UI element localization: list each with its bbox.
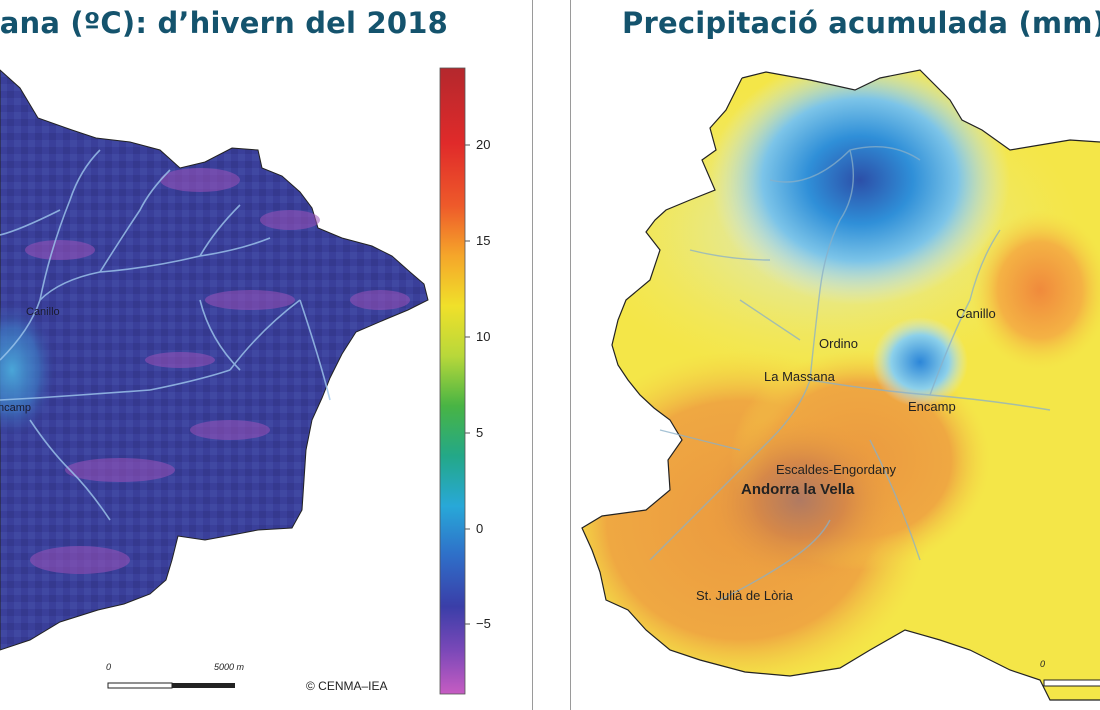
scale-end-label: 5000 m xyxy=(214,662,245,672)
place-label-escaldes-engordany: Escaldes-Engordany xyxy=(776,462,896,477)
place-label-ordino: Ordino xyxy=(819,336,859,351)
temperature-map-panel: ana (ºC): d’hivern del 2018 20 15 10 5 0… xyxy=(0,0,532,710)
temperature-map-title: ana (ºC): d’hivern del 2018 xyxy=(0,6,448,40)
scale-bar xyxy=(1043,679,1100,687)
valley-warm-area xyxy=(0,300,57,440)
scale-bar xyxy=(107,682,235,689)
panel-divider xyxy=(532,0,533,710)
precipitation-surface xyxy=(582,70,1100,700)
colorbar-tick-label: 20 xyxy=(476,137,491,152)
river-network xyxy=(649,145,1051,601)
place-label-st-julia-de-loria: St. Julià de Lòria xyxy=(696,588,793,603)
place-label-encamp: ncamp xyxy=(0,402,32,414)
colorbar-ticks xyxy=(465,144,470,625)
cold-ridge-areas xyxy=(25,168,410,574)
scale-start-label: 0 xyxy=(1040,659,1046,669)
colorbar-tick-label: −5 xyxy=(476,616,491,631)
colorbar-tick-label: 5 xyxy=(476,425,484,440)
precipitation-map-panel: Precipitació acumulada (mm) Canillo Ordi… xyxy=(570,0,1100,710)
colorbar xyxy=(439,67,466,695)
place-label-la-massana: La Massana xyxy=(764,369,835,384)
place-label-encamp: Encamp xyxy=(908,399,956,414)
place-label-andorra-la-vella: Andorra la Vella xyxy=(741,481,855,498)
precipitation-map-title: Precipitació acumulada (mm) xyxy=(622,6,1100,40)
colorbar-tick-label: 10 xyxy=(476,329,491,344)
place-label-canillo: Canillo xyxy=(26,306,60,318)
precipitation-map-graphic xyxy=(581,69,1100,701)
scale-start-label: 0 xyxy=(106,662,112,672)
river-network xyxy=(0,149,331,521)
panel-divider xyxy=(570,0,571,710)
place-label-canillo: Canillo xyxy=(956,306,996,321)
precipitation-map-border xyxy=(581,69,1100,701)
temperature-map-graphic xyxy=(0,67,470,695)
colorbar-tick-label: 15 xyxy=(476,233,491,248)
colorbar-tick-label: 0 xyxy=(476,521,484,536)
credit-label: © CENMA–IEA xyxy=(306,679,388,693)
